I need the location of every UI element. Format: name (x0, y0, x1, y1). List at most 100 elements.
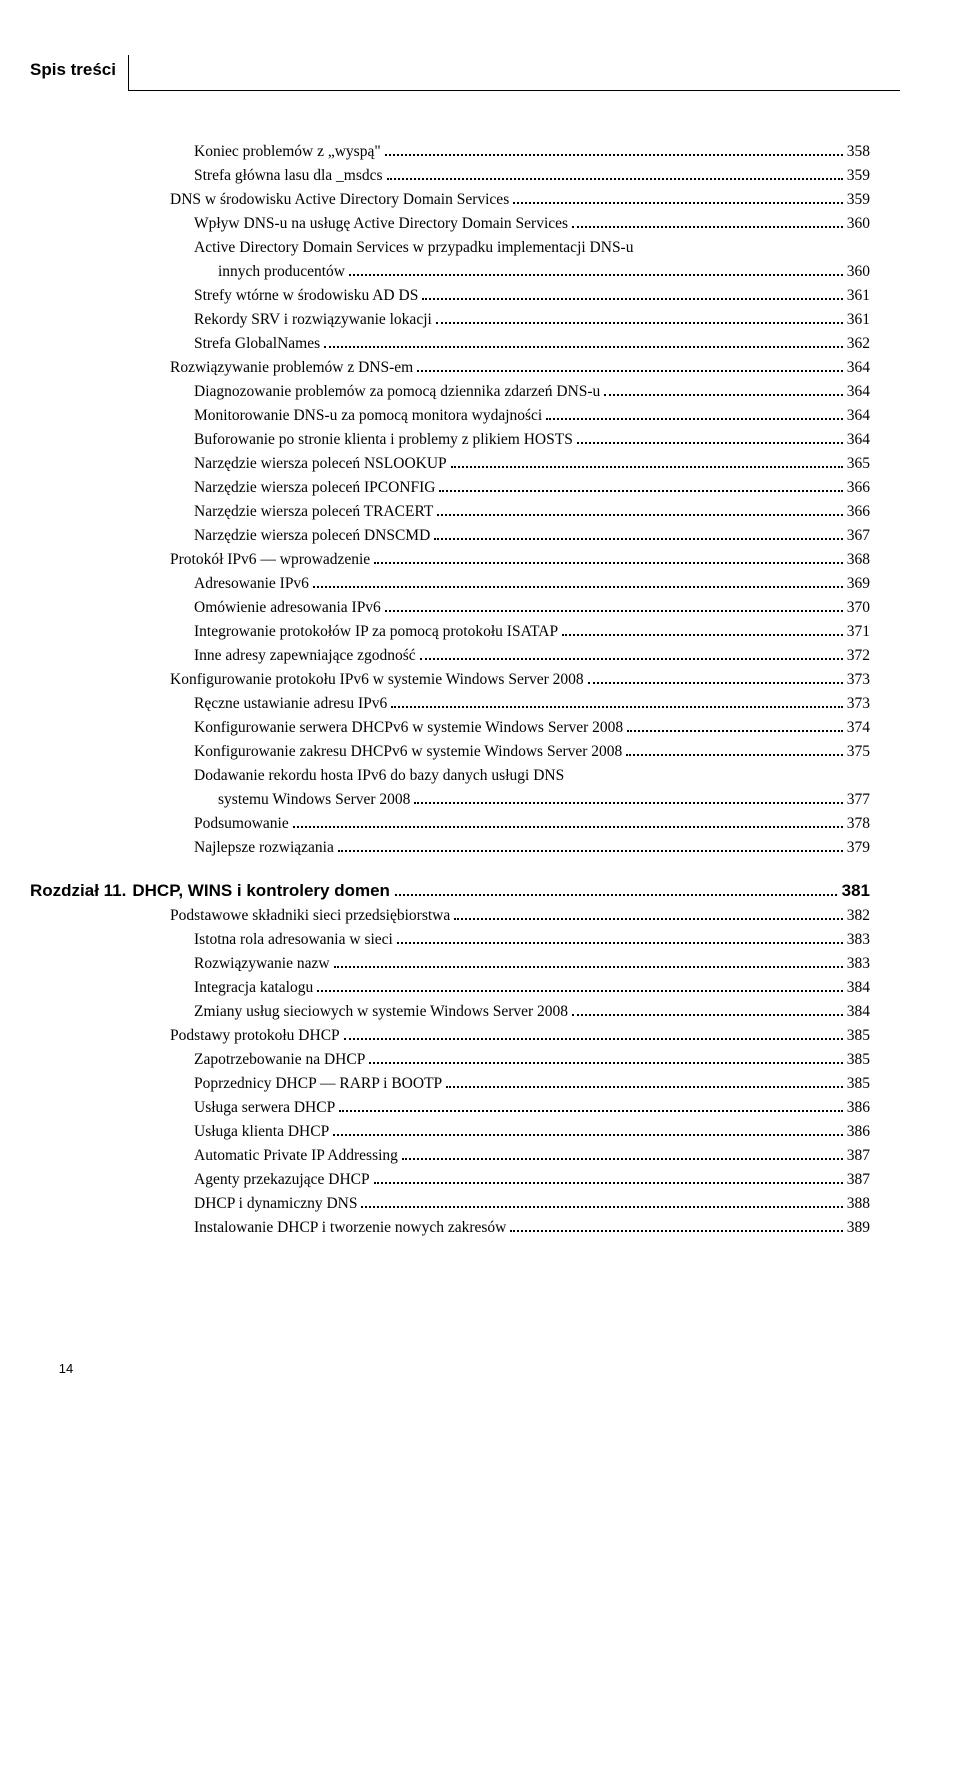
toc-entry: Rozwiązywanie nazw 383 (170, 952, 870, 976)
toc-entry-page: 361 (847, 308, 870, 332)
toc-entry-page: 384 (847, 976, 870, 1000)
toc-leader (510, 1230, 842, 1232)
toc-entry: Najlepsze rozwiązania 379 (170, 836, 870, 860)
toc-entry-page: 385 (847, 1024, 870, 1048)
toc-entry-page: 366 (847, 476, 870, 500)
header-vertical-rule (128, 55, 129, 91)
toc-entry-page: 386 (847, 1096, 870, 1120)
toc-entry-text: Koniec problemów z „wyspą" (194, 140, 381, 164)
toc-entry: Zapotrzebowanie na DHCP 385 (170, 1048, 870, 1072)
toc-entry-page: 372 (847, 644, 870, 668)
toc-entry-text: Zapotrzebowanie na DHCP (194, 1048, 365, 1072)
toc-entry-page: 362 (847, 332, 870, 356)
toc-entry-text: systemu Windows Server 2008 (218, 788, 410, 812)
toc-entry-text: Omówienie adresowania IPv6 (194, 596, 381, 620)
toc-leader (313, 586, 843, 588)
toc-leader (369, 1062, 842, 1064)
toc-entry-text: Poprzednicy DHCP — RARP i BOOTP (194, 1072, 442, 1096)
toc-entry-text: Rozwiązywanie nazw (194, 952, 330, 976)
toc-leader (339, 1110, 843, 1112)
toc-entry-text: Buforowanie po stronie klienta i problem… (194, 428, 573, 452)
toc-entry: Poprzednicy DHCP — RARP i BOOTP 385 (170, 1072, 870, 1096)
header-horizontal-rule (128, 90, 900, 91)
toc-entry-page: 382 (847, 904, 870, 928)
toc-leader (437, 514, 842, 516)
toc-entry-page: 365 (847, 452, 870, 476)
toc-leader (349, 274, 843, 276)
toc-entry: DNS w środowisku Active Directory Domain… (170, 188, 870, 212)
toc-leader (338, 850, 843, 852)
toc-entry-page: 371 (847, 620, 870, 644)
toc-entry-page: 360 (847, 212, 870, 236)
toc-entry-page: 364 (847, 428, 870, 452)
toc-leader (451, 466, 843, 468)
toc-leader (317, 990, 843, 992)
toc-leader (397, 942, 843, 944)
toc-entry-text: Konfigurowanie serwera DHCPv6 w systemie… (194, 716, 623, 740)
toc-entry-text: Podstawy protokołu DHCP (170, 1024, 340, 1048)
toc-entry-text: Rekordy SRV i rozwiązywanie lokacji (194, 308, 432, 332)
toc-entry-text: Integrowanie protokołów IP za pomocą pro… (194, 620, 558, 644)
toc-entry-text: Monitorowanie DNS-u za pomocą monitora w… (194, 404, 542, 428)
toc-leader (513, 202, 843, 204)
toc-entry-page: 379 (847, 836, 870, 860)
toc-leader (436, 322, 843, 324)
page-number: 14 (48, 1350, 84, 1386)
toc-entry-text: Wpływ DNS-u na usługę Active Directory D… (194, 212, 568, 236)
toc-entry: Rekordy SRV i rozwiązywanie lokacji 361 (170, 308, 870, 332)
toc-entry-page: 360 (847, 260, 870, 284)
toc-leader (333, 1134, 843, 1136)
toc-chapter-page: 381 (842, 878, 870, 904)
toc-entry-text: Ręczne ustawianie adresu IPv6 (194, 692, 387, 716)
toc-entry: Konfigurowanie zakresu DHCPv6 w systemie… (170, 740, 870, 764)
toc-leader (572, 1014, 843, 1016)
toc-entry: Strefy wtórne w środowisku AD DS361 (170, 284, 870, 308)
toc-entry: Monitorowanie DNS-u za pomocą monitora w… (170, 404, 870, 428)
toc-entry-text: Integracja katalogu (194, 976, 313, 1000)
toc-entry: Konfigurowanie serwera DHCPv6 w systemie… (170, 716, 870, 740)
toc-entry-text: DNS w środowisku Active Directory Domain… (170, 188, 509, 212)
toc-entry: Omówienie adresowania IPv6370 (170, 596, 870, 620)
toc-entry-page: 359 (847, 188, 870, 212)
toc-entry: Integracja katalogu 384 (170, 976, 870, 1000)
toc-entry-text: Inne adresy zapewniające zgodność (194, 644, 416, 668)
toc-entry-page: 385 (847, 1048, 870, 1072)
toc-entry: DHCP i dynamiczny DNS388 (170, 1192, 870, 1216)
toc-leader (361, 1206, 842, 1208)
toc-entry: Podstawowe składniki sieci przedsiębiors… (170, 904, 870, 928)
toc-entry-text: Narzędzie wiersza poleceń DNSCMD (194, 524, 430, 548)
toc-entry: Wpływ DNS-u na usługę Active Directory D… (170, 212, 870, 236)
toc-leader (604, 394, 842, 396)
toc-entry-page: 383 (847, 928, 870, 952)
toc-entry: Protokół IPv6 — wprowadzenie368 (170, 548, 870, 572)
toc-entry: Podsumowanie378 (170, 812, 870, 836)
toc-entry: Inne adresy zapewniające zgodność 372 (170, 644, 870, 668)
toc-leader (546, 418, 843, 420)
toc-leader (417, 370, 843, 372)
toc-entry-page: 385 (847, 1072, 870, 1096)
toc-leader (572, 226, 843, 228)
toc-entry-text: Strefy wtórne w środowisku AD DS (194, 284, 418, 308)
toc-entry-text: Diagnozowanie problemów za pomocą dzienn… (194, 380, 600, 404)
toc-entry-text: Narzędzie wiersza poleceń IPCONFIG (194, 476, 435, 500)
toc-leader (562, 634, 843, 636)
toc-entry-page: 364 (847, 380, 870, 404)
page-header: Spis treści (30, 60, 870, 90)
toc-leader (385, 610, 843, 612)
toc-leader (446, 1086, 843, 1088)
toc-entry-page: 364 (847, 404, 870, 428)
toc-entry: Ręczne ustawianie adresu IPv6373 (170, 692, 870, 716)
toc-entry-page: 366 (847, 500, 870, 524)
toc-entry: Adresowanie IPv6369 (170, 572, 870, 596)
toc-entry-page: 383 (847, 952, 870, 976)
toc-entry-text: Adresowanie IPv6 (194, 572, 309, 596)
toc-leader (434, 538, 842, 540)
toc-entry-text: DHCP i dynamiczny DNS (194, 1192, 357, 1216)
toc-entry-text: Najlepsze rozwiązania (194, 836, 334, 860)
toc-entry-text: Istotna rola adresowania w sieci (194, 928, 393, 952)
toc-entry: Narzędzie wiersza poleceń DNSCMD367 (170, 524, 870, 548)
toc-entry-text: Podsumowanie (194, 812, 289, 836)
toc-entry: Narzędzie wiersza poleceń TRACERT366 (170, 500, 870, 524)
toc-entry-page: 387 (847, 1168, 870, 1192)
toc-entry-text: Konfigurowanie zakresu DHCPv6 w systemie… (194, 740, 622, 764)
